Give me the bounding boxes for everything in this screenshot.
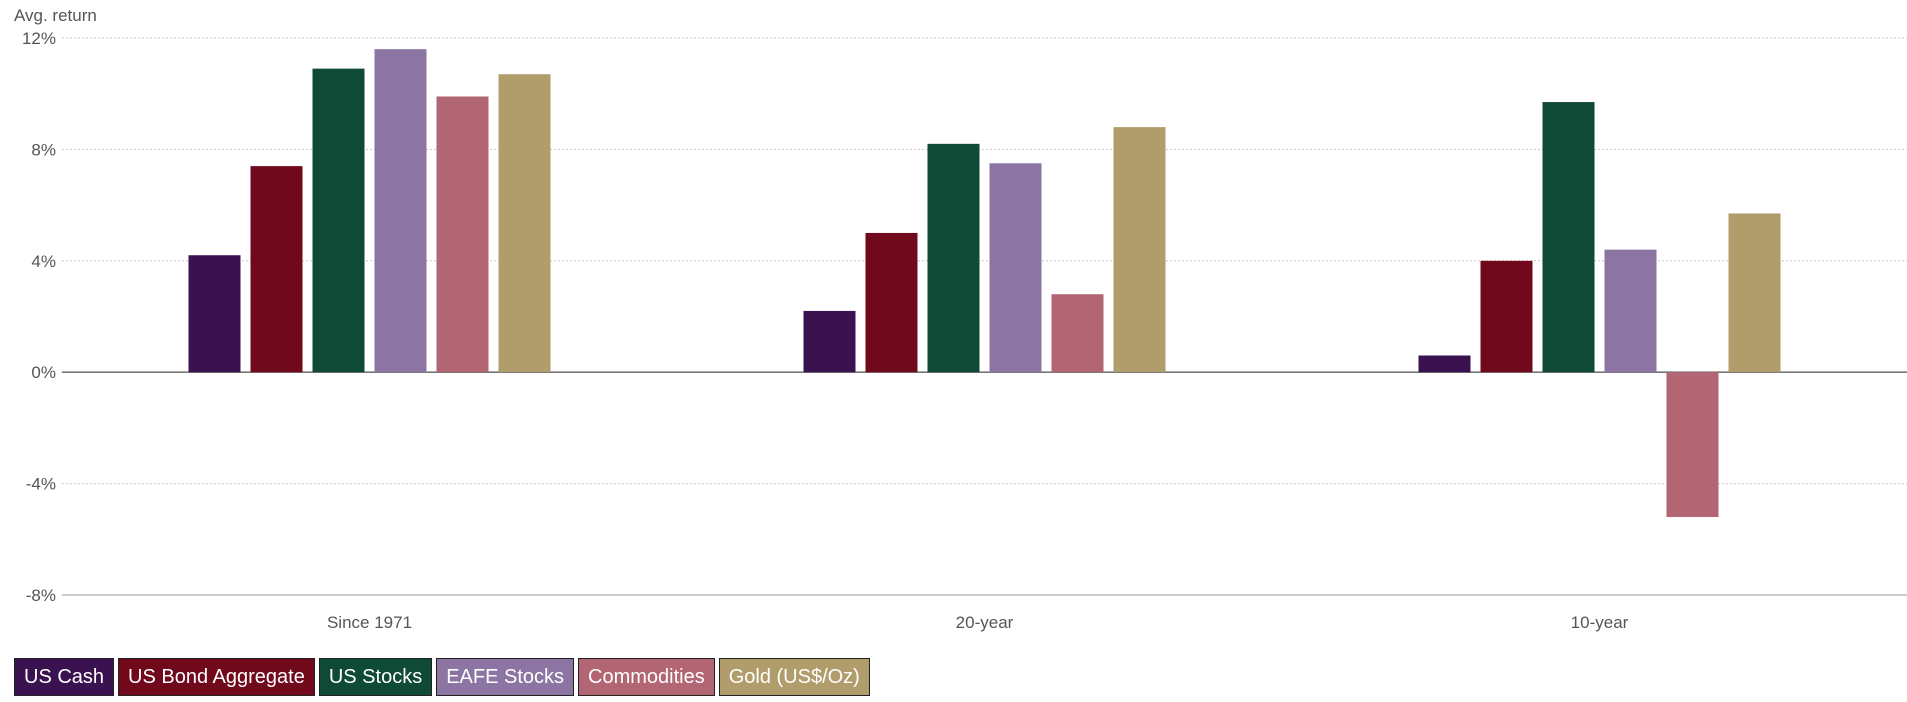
grid-lines: [62, 37, 1907, 596]
x-tick-labels: Since 1971 20-year 10-year: [327, 613, 1629, 632]
legend: US Cash US Bond Aggregate US Stocks EAFE St…: [14, 658, 870, 696]
y-tick-label: -8%: [26, 586, 56, 605]
bar-gold-us-oz-0: [498, 74, 551, 373]
legend-item[interactable]: Commodities: [578, 658, 715, 696]
bar-commodities-2: [1666, 372, 1719, 518]
legend-item[interactable]: US Stocks: [318, 658, 433, 696]
legend-item[interactable]: US Bond Aggregate: [118, 658, 315, 696]
bar-us-stocks-2: [1542, 102, 1595, 373]
bar-commodities-0: [436, 96, 489, 373]
y-tick-labels: 12% 8% 4% 0% -4% -8%: [22, 29, 56, 605]
bar-eafe-stocks-1: [989, 163, 1042, 373]
legend-item[interactable]: EAFE Stocks: [436, 658, 574, 696]
bar-eafe-stocks-2: [1604, 249, 1657, 373]
y-tick-label: -4%: [26, 475, 56, 494]
bar-gold-us-oz-1: [1113, 127, 1166, 373]
bar-us-bond-aggregate-0: [250, 166, 303, 373]
y-tick-label: 12%: [22, 29, 56, 48]
legend-item[interactable]: Gold (US$/Oz): [718, 658, 870, 696]
x-tick-label: 20-year: [956, 613, 1014, 632]
bar-us-cash-0: [188, 255, 241, 373]
bar-us-stocks-0: [312, 68, 365, 373]
bar-eafe-stocks-0: [374, 49, 427, 373]
y-tick-label: 4%: [31, 252, 56, 271]
bar-us-bond-aggregate-2: [1480, 260, 1533, 373]
bar-us-cash-2: [1418, 355, 1471, 373]
bar-commodities-1: [1051, 294, 1104, 373]
legend-item[interactable]: US Cash: [14, 658, 115, 696]
x-tick-label: 10-year: [1571, 613, 1629, 632]
y-axis-label: Avg. return: [14, 6, 97, 25]
bar-us-cash-1: [803, 310, 856, 373]
bar-us-stocks-1: [927, 143, 980, 373]
bars: [188, 49, 1781, 518]
bar-gold-us-oz-2: [1728, 213, 1781, 373]
y-tick-label: 8%: [31, 140, 56, 159]
y-tick-label: 0%: [31, 363, 56, 382]
bar-us-bond-aggregate-1: [865, 232, 918, 373]
x-tick-label: Since 1971: [327, 613, 412, 632]
